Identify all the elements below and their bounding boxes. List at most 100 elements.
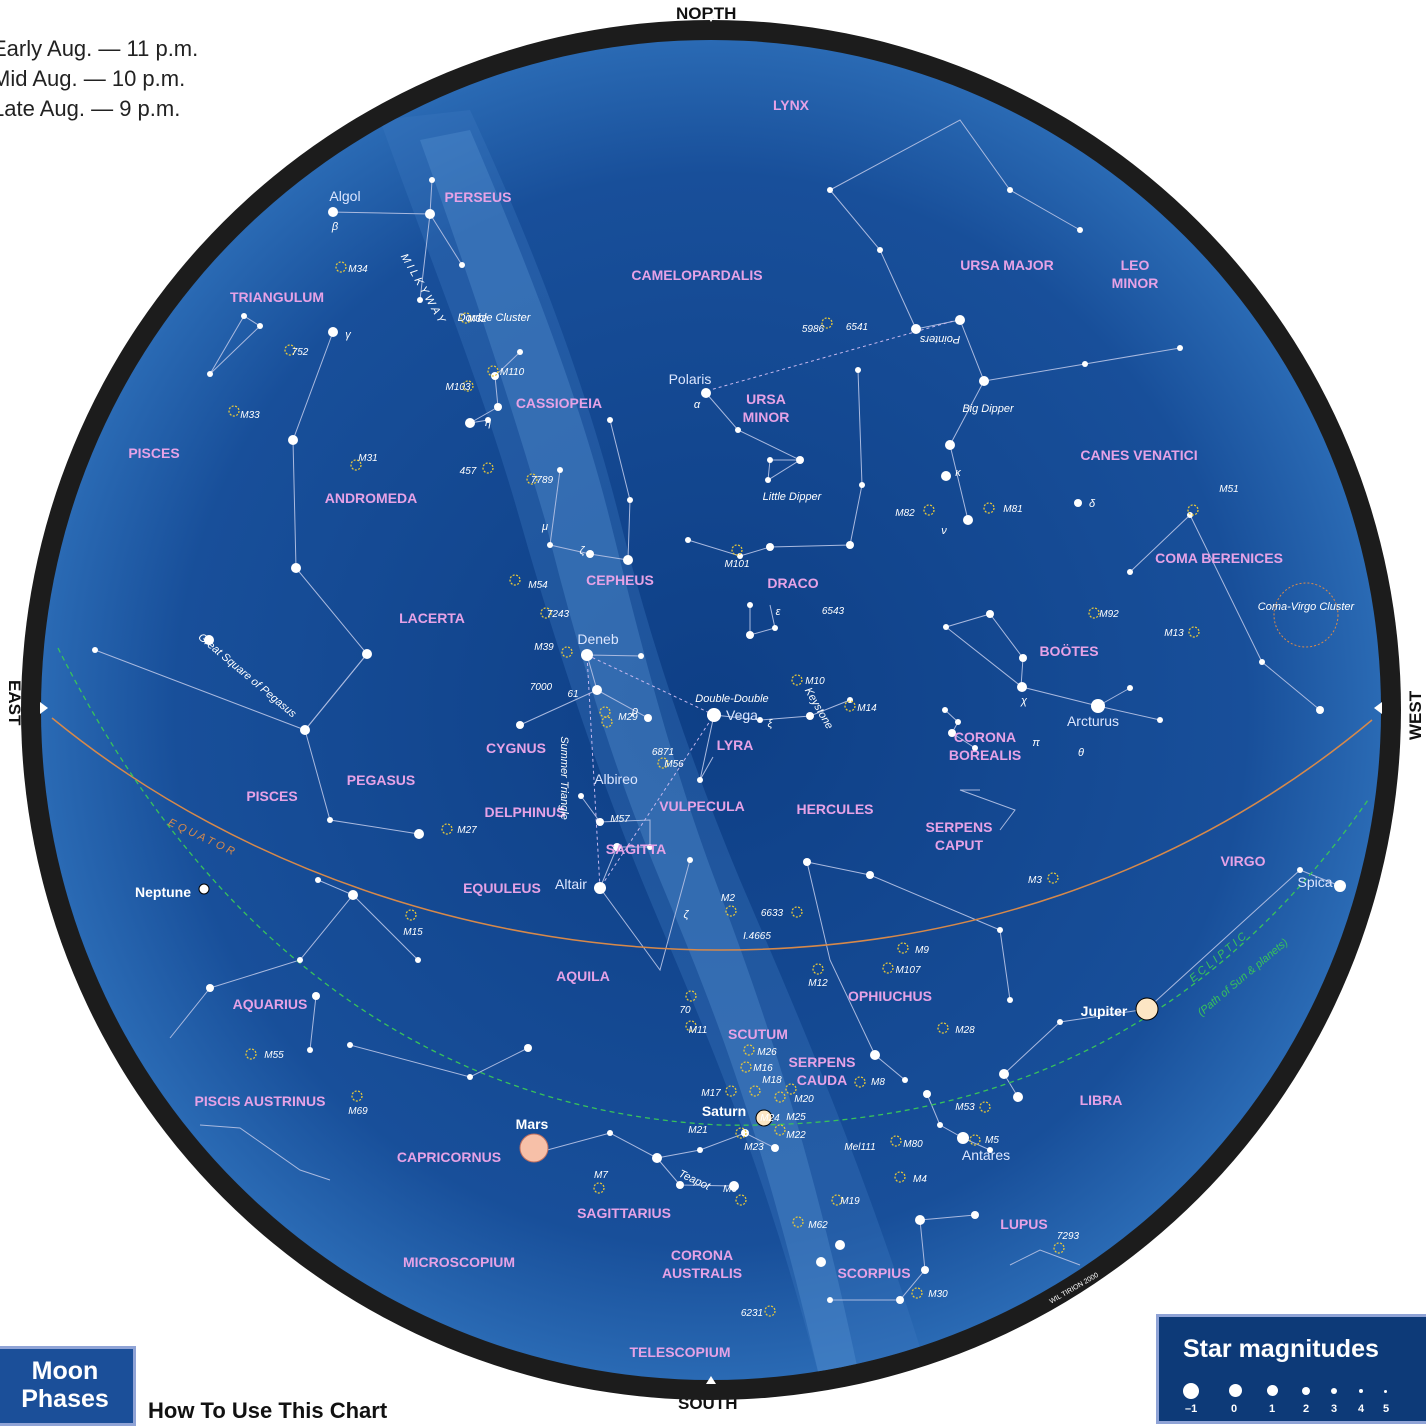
deep-sky-object-icon (725, 1085, 737, 1097)
deep-sky-label: M17 (701, 1088, 721, 1099)
star-icon (652, 1153, 662, 1163)
deep-sky-label: M19 (840, 1196, 860, 1207)
constellation-label: DELPHINUS (485, 804, 566, 820)
star-icon (1334, 880, 1346, 892)
deep-sky-label: M53 (955, 1102, 975, 1113)
deep-sky-object-icon (740, 1061, 752, 1073)
star-icon (737, 553, 743, 559)
star-icon (207, 371, 213, 377)
planet-neptune-icon (198, 883, 210, 895)
deep-sky-label: M10 (805, 676, 825, 687)
star-icon (957, 1132, 969, 1144)
constellation-label: BOREALIS (949, 747, 1021, 763)
star-icon (997, 927, 1003, 933)
deep-sky-label: 7293 (1057, 1231, 1080, 1242)
constellation-label: SAGITTARIUS (577, 1205, 671, 1221)
constellation-line (209, 879, 354, 989)
star-icon (741, 1129, 749, 1137)
deep-sky-label: M21 (688, 1125, 707, 1136)
star-icon (417, 297, 423, 303)
deep-sky-label: M55 (264, 1050, 284, 1061)
star-icon (1316, 706, 1324, 714)
greek-letter-label: δ (1089, 498, 1096, 510)
star-icon (937, 1122, 943, 1128)
west-marker-icon (1374, 702, 1382, 714)
south-marker-icon (706, 1376, 716, 1384)
deep-sky-label: M7 (594, 1170, 608, 1181)
constellation-label: CYGNUS (486, 740, 546, 756)
constellation-line (352, 894, 419, 961)
deep-sky-label: M4 (913, 1174, 927, 1185)
star-icon (676, 1181, 684, 1189)
star-icon (902, 1077, 908, 1083)
constellation-line (1097, 705, 1161, 721)
deep-sky-object-icon (509, 574, 521, 586)
constellation-label: CAMELOPARDALIS (631, 267, 762, 283)
deep-sky-label: M25 (786, 1112, 806, 1123)
star-icon (923, 1090, 931, 1098)
constellation-label: CASSIOPEIA (516, 395, 602, 411)
star-icon (1007, 997, 1013, 1003)
star-icon (300, 725, 310, 735)
star-icon (327, 817, 333, 823)
deep-sky-label: M57 (610, 814, 630, 825)
star-name-label: Deneb (577, 631, 618, 647)
star-icon (494, 403, 502, 411)
star-icon (942, 707, 948, 713)
deep-sky-label: 7789 (531, 475, 554, 486)
magnitude-value: 3 (1331, 1403, 1338, 1415)
deep-sky-label: 7000 (530, 682, 553, 693)
star-icon (1187, 512, 1193, 518)
deep-sky-label: M30 (928, 1289, 948, 1300)
constellation-label: SCORPIUS (837, 1265, 910, 1281)
star-name-label: Algol (329, 188, 360, 204)
constellation-label: VIRGO (1220, 853, 1265, 869)
star-icon (972, 745, 978, 751)
deep-sky-object-icon (812, 963, 824, 975)
constellation-line (687, 369, 863, 557)
constellation-label: ANDROMEDA (325, 490, 418, 506)
magnitude-value: 5 (1383, 1403, 1390, 1415)
star-icon (772, 625, 778, 631)
star-icon (92, 647, 98, 653)
deep-sky-object-icon (937, 1022, 949, 1034)
greek-letter-label: μ (541, 521, 548, 533)
time-early: Early Aug. — 11 p.m. (0, 36, 199, 61)
deep-sky-object-icon (1187, 504, 1199, 516)
deep-sky-object-icon (749, 1085, 761, 1097)
star-icon (685, 537, 691, 543)
magnitude-value: –1 (1185, 1403, 1198, 1415)
annotation-label: Summer Triangle (558, 736, 570, 820)
star-icon (307, 1047, 313, 1053)
star-icon (485, 417, 491, 423)
deep-sky-object-icon (792, 1216, 804, 1228)
star-name-label: Altair (555, 876, 587, 892)
planet-label: Neptune (135, 884, 191, 900)
constellation-line (959, 789, 1016, 831)
annotation-label: Coma-Virgo Cluster (1258, 601, 1356, 613)
ecliptic (57, 647, 1369, 1126)
star-icon (697, 1147, 703, 1153)
star-magnitudes-panel: Star magnitudes –1 0 1 2 3 4 5 (1156, 1314, 1426, 1424)
constellation-label: AQUARIUS (233, 996, 308, 1012)
star-icon (999, 1069, 1009, 1079)
star-icon (362, 649, 372, 659)
deep-sky-label: 70 (679, 1005, 691, 1016)
constellation-line (944, 613, 1099, 707)
deep-sky-label: M23 (744, 1142, 764, 1153)
star-icon (647, 844, 653, 850)
star-icon (729, 1181, 739, 1191)
deep-sky-object-icon (983, 502, 995, 514)
deep-sky-label: M82 (895, 508, 915, 519)
constellation-lines (94, 119, 1341, 1301)
star-icon (915, 1215, 925, 1225)
planet-label: Jupiter (1081, 1003, 1128, 1019)
deep-sky-object-icon (1053, 1242, 1065, 1254)
deep-sky-label: M29 (618, 712, 638, 723)
star-icon (796, 456, 804, 464)
star-icon (1077, 227, 1083, 233)
star-icon (746, 631, 754, 639)
deep-sky-object-icon (601, 716, 613, 728)
star-icon (415, 957, 421, 963)
magnitude-dot-icon (1331, 1388, 1337, 1394)
